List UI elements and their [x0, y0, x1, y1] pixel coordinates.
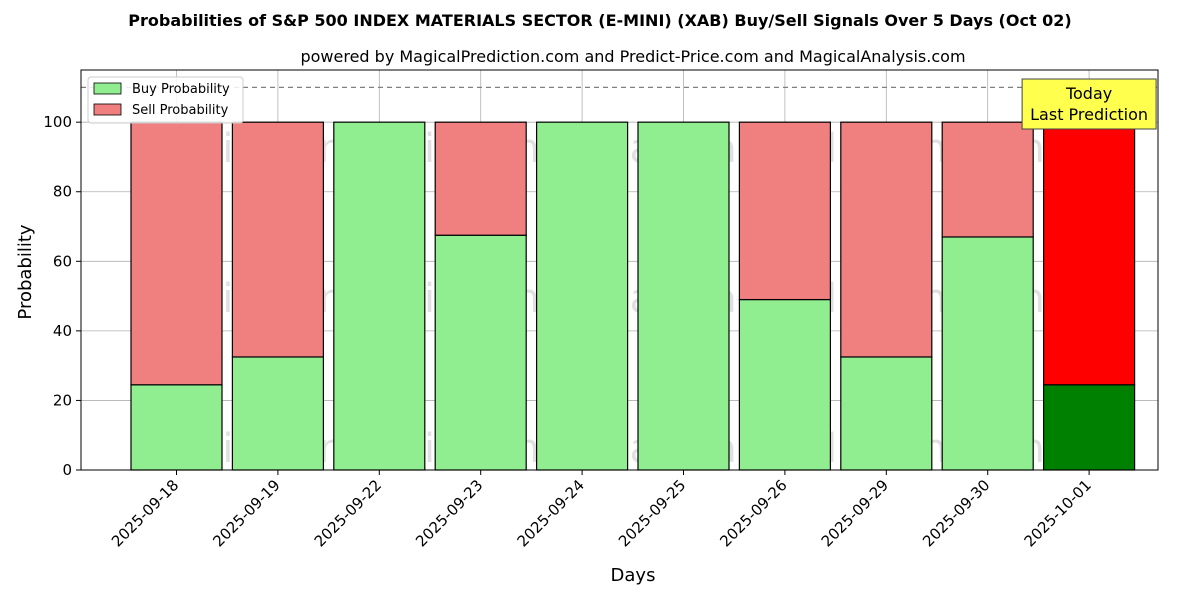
buy-bar — [434, 234, 527, 471]
chart-subtitle: powered by MagicalPrediction.com and Pre… — [300, 47, 965, 66]
legend-label: Buy Probability — [132, 82, 230, 97]
x-tick-label: 2025-09-25 — [615, 476, 689, 550]
sell-bar — [231, 121, 324, 358]
sell-bar — [434, 121, 527, 236]
x-tick-label: 2025-09-23 — [412, 476, 486, 550]
buy-bar — [637, 121, 730, 471]
x-tick-label: 2025-09-19 — [209, 476, 283, 550]
x-tick-label: 2025-10-01 — [1021, 476, 1095, 550]
buy-bar — [840, 356, 933, 471]
x-tick-label: 2025-09-22 — [311, 476, 385, 550]
y-tick-label: 20 — [53, 391, 72, 409]
plot-frame — [80, 69, 1159, 471]
x-tick-label: 2025-09-24 — [514, 476, 588, 550]
buy-bar — [941, 236, 1034, 471]
legend-label: Sell Probability — [132, 103, 229, 118]
legend: Buy Probability Sell Probability — [87, 76, 244, 124]
buy-bar — [1042, 384, 1136, 471]
x-tick-label: 2025-09-29 — [818, 476, 892, 550]
annotation-text: Last Prediction — [1030, 105, 1148, 124]
y-tick-label: 60 — [53, 252, 72, 270]
x-tick-label: 2025-09-26 — [716, 476, 790, 550]
bars-layer — [130, 121, 1136, 471]
sell-bar — [941, 121, 1034, 238]
chart-title: Probabilities of S&P 500 INDEX MATERIALS… — [128, 11, 1071, 30]
buy-bar — [333, 121, 426, 471]
sell-bar — [738, 121, 832, 301]
x-axis-label: Days — [611, 565, 656, 586]
y-tick-label: 0 — [62, 461, 72, 479]
legend-swatch — [93, 82, 122, 95]
buy-bar — [231, 356, 324, 471]
y-tick-label: 80 — [53, 183, 72, 201]
y-tick-label: 40 — [53, 322, 72, 340]
annotation-text: Today — [1065, 84, 1112, 103]
sell-bar — [1042, 121, 1136, 386]
annotation-box — [1021, 78, 1157, 130]
sell-bar — [840, 121, 933, 358]
y-tick-label: 100 — [43, 113, 72, 131]
buy-bar — [535, 121, 629, 471]
buy-bar — [130, 384, 223, 471]
x-tick-label: 2025-09-30 — [919, 476, 993, 550]
y-axis-label: Probability — [15, 224, 36, 319]
legend-swatch — [93, 103, 122, 116]
sell-bar — [130, 121, 223, 386]
legend-box — [87, 76, 244, 124]
annotation-layer: Today Last Prediction — [1021, 78, 1157, 130]
x-tick-label: 2025-09-18 — [108, 476, 182, 550]
buy-bar — [738, 298, 832, 471]
